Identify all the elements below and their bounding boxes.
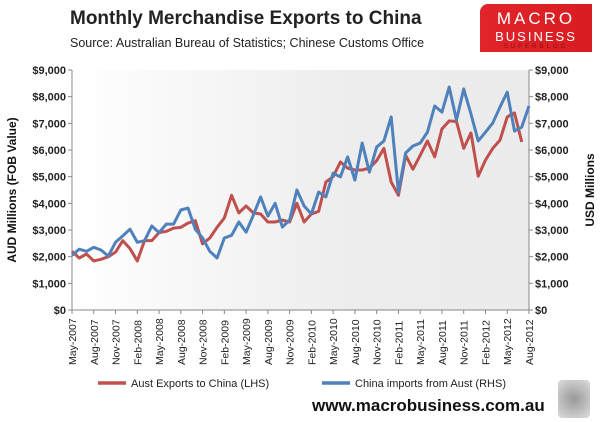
x-tick-label: Nov-2008 — [198, 319, 210, 365]
x-tick-label: Aug-2009 — [263, 319, 275, 365]
series-line-china-imports — [71, 85, 531, 260]
logo-line3: SUPERBLOG — [503, 44, 569, 50]
y-tick-label-left: $2,000 — [32, 252, 66, 264]
y-tick-label-left: $8,000 — [32, 92, 66, 104]
y-tick-label-left: $4,000 — [32, 198, 66, 210]
x-tick-label: May-2010 — [328, 318, 340, 365]
logo-line2: BUSINESS — [495, 29, 577, 44]
wolf-logo-image — [558, 380, 590, 418]
y-axis-label-right: USD Millions — [583, 153, 597, 227]
x-tick-label: May-2007 — [67, 318, 79, 365]
x-tick-label: Feb-2012 — [480, 320, 492, 365]
y-tick-label-right: $9,000 — [535, 65, 569, 77]
y-tick-label-right: $5,000 — [535, 172, 569, 184]
y-tick-label-left: $3,000 — [32, 225, 66, 237]
y-tick-label-left: $0 — [54, 305, 66, 317]
x-tick-label: May-2008 — [154, 318, 166, 365]
y-tick-label-left: $1,000 — [32, 278, 66, 290]
x-tick-label: Aug-2011 — [437, 320, 449, 365]
x-tick-label: Nov-2010 — [372, 319, 384, 365]
website-url: www.macrobusiness.com.au — [312, 396, 545, 415]
x-tick-label: Feb-2009 — [219, 320, 231, 365]
legend-label: China imports from Aust (RHS) — [355, 378, 506, 390]
y-axis-label-left: AUD Millions (FOB Value) — [5, 117, 19, 262]
chart-subtitle: Source: Australian Bureau of Statistics;… — [70, 36, 425, 50]
x-tick-label: Feb-2008 — [132, 320, 144, 365]
x-tick-label: Aug-2008 — [176, 319, 188, 365]
y-tick-label-left: $5,000 — [32, 172, 66, 184]
y-tick-label-right: $7,000 — [535, 118, 569, 130]
x-tick-label: May-2012 — [502, 318, 514, 365]
logo-line1: MACRO — [496, 9, 576, 28]
y-tick-label-left: $9,000 — [32, 65, 66, 77]
macrobusiness-logo: MACRO BUSINESS SUPERBLOG — [480, 4, 592, 52]
series-line-aust-exports — [70, 111, 524, 263]
y-tick-label-right: $0 — [535, 305, 547, 317]
y-tick-label-right: $8,000 — [535, 92, 569, 104]
x-tick-label: Nov-2007 — [111, 319, 123, 365]
x-tick-label: May-2009 — [241, 318, 253, 365]
x-tick-label: Feb-2011 — [393, 321, 405, 365]
y-tick-label-right: $4,000 — [535, 198, 569, 210]
y-tick-label-right: $1,000 — [535, 278, 569, 290]
x-tick-label: Aug-2010 — [350, 319, 362, 365]
x-tick-label: Aug-2007 — [89, 319, 101, 365]
chart-title: Monthly Merchandise Exports to China — [70, 8, 422, 29]
y-tick-label-left: $7,000 — [32, 118, 66, 130]
y-tick-label-right: $2,000 — [535, 252, 569, 264]
y-tick-label-right: $6,000 — [535, 145, 569, 157]
x-tick-label: Nov-2009 — [285, 319, 297, 365]
y-tick-label-left: $6,000 — [32, 145, 66, 157]
x-tick-label: Nov-2011 — [459, 320, 471, 365]
x-tick-label: May-2011 — [415, 319, 427, 365]
x-tick-label: Feb-2010 — [306, 320, 318, 365]
legend-label: Aust Exports to China (LHS) — [131, 378, 269, 390]
x-tick-label: Aug-2012 — [524, 319, 536, 365]
y-tick-label-right: $3,000 — [535, 225, 569, 237]
